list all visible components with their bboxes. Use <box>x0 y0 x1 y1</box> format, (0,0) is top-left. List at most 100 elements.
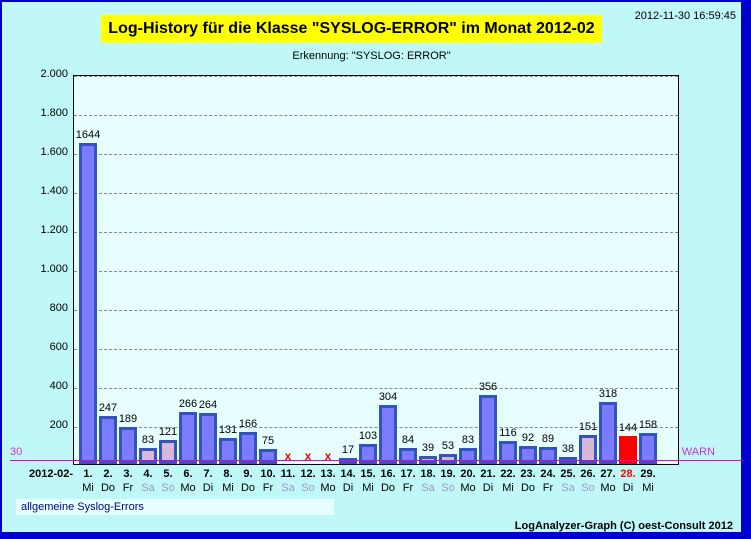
x-tick-day: 6. <box>183 468 193 480</box>
bar <box>539 446 557 464</box>
x-tick-weekday: Mo <box>180 482 196 494</box>
missing-data-marker: x <box>304 449 312 463</box>
x-tick-day: 29. <box>640 468 656 480</box>
x-tick-day: 15. <box>360 468 376 480</box>
x-tick-weekday: So <box>441 482 455 494</box>
x-tick-weekday: Di <box>482 482 494 494</box>
bar-value-label: 166 <box>238 417 258 430</box>
bar <box>459 447 477 464</box>
x-tick-weekday: Fr <box>262 482 274 494</box>
x-axis-prefix: 2012-02- <box>29 468 74 480</box>
y-tick-label: 1.000 <box>40 263 68 275</box>
gridline <box>74 310 678 311</box>
x-tick-day: 2. <box>103 468 113 480</box>
bar-value-label: 84 <box>401 433 415 446</box>
bar <box>139 447 157 464</box>
bar-value-label: 39 <box>421 442 435 455</box>
bar-value-label: 356 <box>478 380 498 393</box>
x-tick-day: 20. <box>460 468 476 480</box>
bar-value-label: 75 <box>261 435 275 448</box>
x-tick-weekday: Do <box>520 482 536 494</box>
y-tick-label: 2.000 <box>40 68 68 80</box>
x-tick-day: 5. <box>163 468 173 480</box>
bar-value-label: 189 <box>118 413 138 426</box>
bar-value-label: 83 <box>461 433 475 446</box>
x-tick-weekday: Sa <box>141 482 155 494</box>
y-tick-label: 1.200 <box>40 224 68 236</box>
bar <box>599 401 617 464</box>
x-tick-weekday: Do <box>240 482 256 494</box>
y-tick-label: 400 <box>49 380 68 392</box>
x-tick-day: 11. <box>280 468 296 480</box>
x-tick-day: 19. <box>440 468 456 480</box>
bar <box>259 449 277 464</box>
x-tick-weekday: Fr <box>402 482 414 494</box>
x-tick-weekday: Di <box>202 482 214 494</box>
x-tick-day: 25. <box>560 468 576 480</box>
bar <box>519 446 537 464</box>
x-tick-weekday: Mo <box>600 482 616 494</box>
bar-value-label: 121 <box>158 426 178 439</box>
x-tick-day: 22. <box>500 468 516 480</box>
x-tick-weekday: Sa <box>421 482 435 494</box>
x-tick-day: 28. <box>620 468 636 480</box>
x-tick-day: 16. <box>380 468 396 480</box>
bar-value-label: 247 <box>98 401 118 414</box>
x-tick-weekday: Mi <box>82 482 94 494</box>
warn-threshold-line <box>10 460 743 461</box>
x-tick-weekday: Sa <box>561 482 575 494</box>
x-tick-weekday: So <box>301 482 315 494</box>
x-tick-day: 8. <box>223 468 233 480</box>
bar-value-label: 116 <box>499 427 517 440</box>
x-tick-weekday: So <box>581 482 595 494</box>
warn-threshold-value: 30 <box>10 446 23 458</box>
gridline <box>74 388 678 389</box>
x-tick-weekday: Fr <box>122 482 134 494</box>
bar-value-label: 1644 <box>75 129 101 142</box>
x-tick-weekday: Mo <box>320 482 336 494</box>
legend-label: allgemeine Syslog-Errors <box>21 501 144 513</box>
x-tick-day: 4. <box>143 468 153 480</box>
x-tick-weekday: Di <box>622 482 634 494</box>
bar-value-label: 38 <box>561 442 575 455</box>
chart-subtitle: Erkennung: "SYSLOG: ERROR" <box>292 50 451 62</box>
bar <box>179 412 197 464</box>
footer-credit: LogAnalyzer-Graph (C) oest-Consult 2012 <box>514 520 733 532</box>
bar <box>159 440 177 464</box>
x-tick-day: 18. <box>420 468 436 480</box>
x-tick-day: 1. <box>83 468 93 480</box>
bar <box>359 443 377 464</box>
bar-value-label: 158 <box>638 419 658 432</box>
plot-area <box>73 75 679 465</box>
timestamp: 2012-11-30 16:59:45 <box>634 10 736 22</box>
y-tick-label: 1.600 <box>40 146 68 158</box>
x-tick-day: 13. <box>320 468 336 480</box>
x-tick-day: 10. <box>260 468 276 480</box>
bar-value-label: 83 <box>141 433 155 446</box>
gridline <box>74 154 678 155</box>
x-tick-weekday: So <box>161 482 175 494</box>
bar <box>619 435 637 464</box>
y-tick-label: 1.400 <box>40 185 68 197</box>
bar <box>639 433 657 464</box>
bar <box>479 394 497 464</box>
y-tick-label: 200 <box>49 419 68 431</box>
x-tick-weekday: Mi <box>502 482 514 494</box>
x-tick-day: 12. <box>300 468 316 480</box>
gridline <box>74 115 678 116</box>
bar <box>339 458 357 464</box>
x-tick-day: 23. <box>520 468 536 480</box>
bar <box>399 447 417 464</box>
x-tick-day: 26. <box>580 468 596 480</box>
x-tick-weekday: Sa <box>281 482 295 494</box>
gridline <box>74 232 678 233</box>
bar-value-label: 17 <box>341 444 355 456</box>
y-tick-label: 600 <box>49 341 68 353</box>
bar-value-label: 131 <box>218 424 238 437</box>
bar <box>439 453 457 464</box>
bar-value-label: 264 <box>198 398 218 411</box>
x-tick-day: 7. <box>203 468 213 480</box>
x-tick-day: 14. <box>340 468 356 480</box>
chart-title: Log-History für die Klasse "SYSLOG-ERROR… <box>101 15 602 43</box>
x-tick-weekday: Do <box>380 482 396 494</box>
